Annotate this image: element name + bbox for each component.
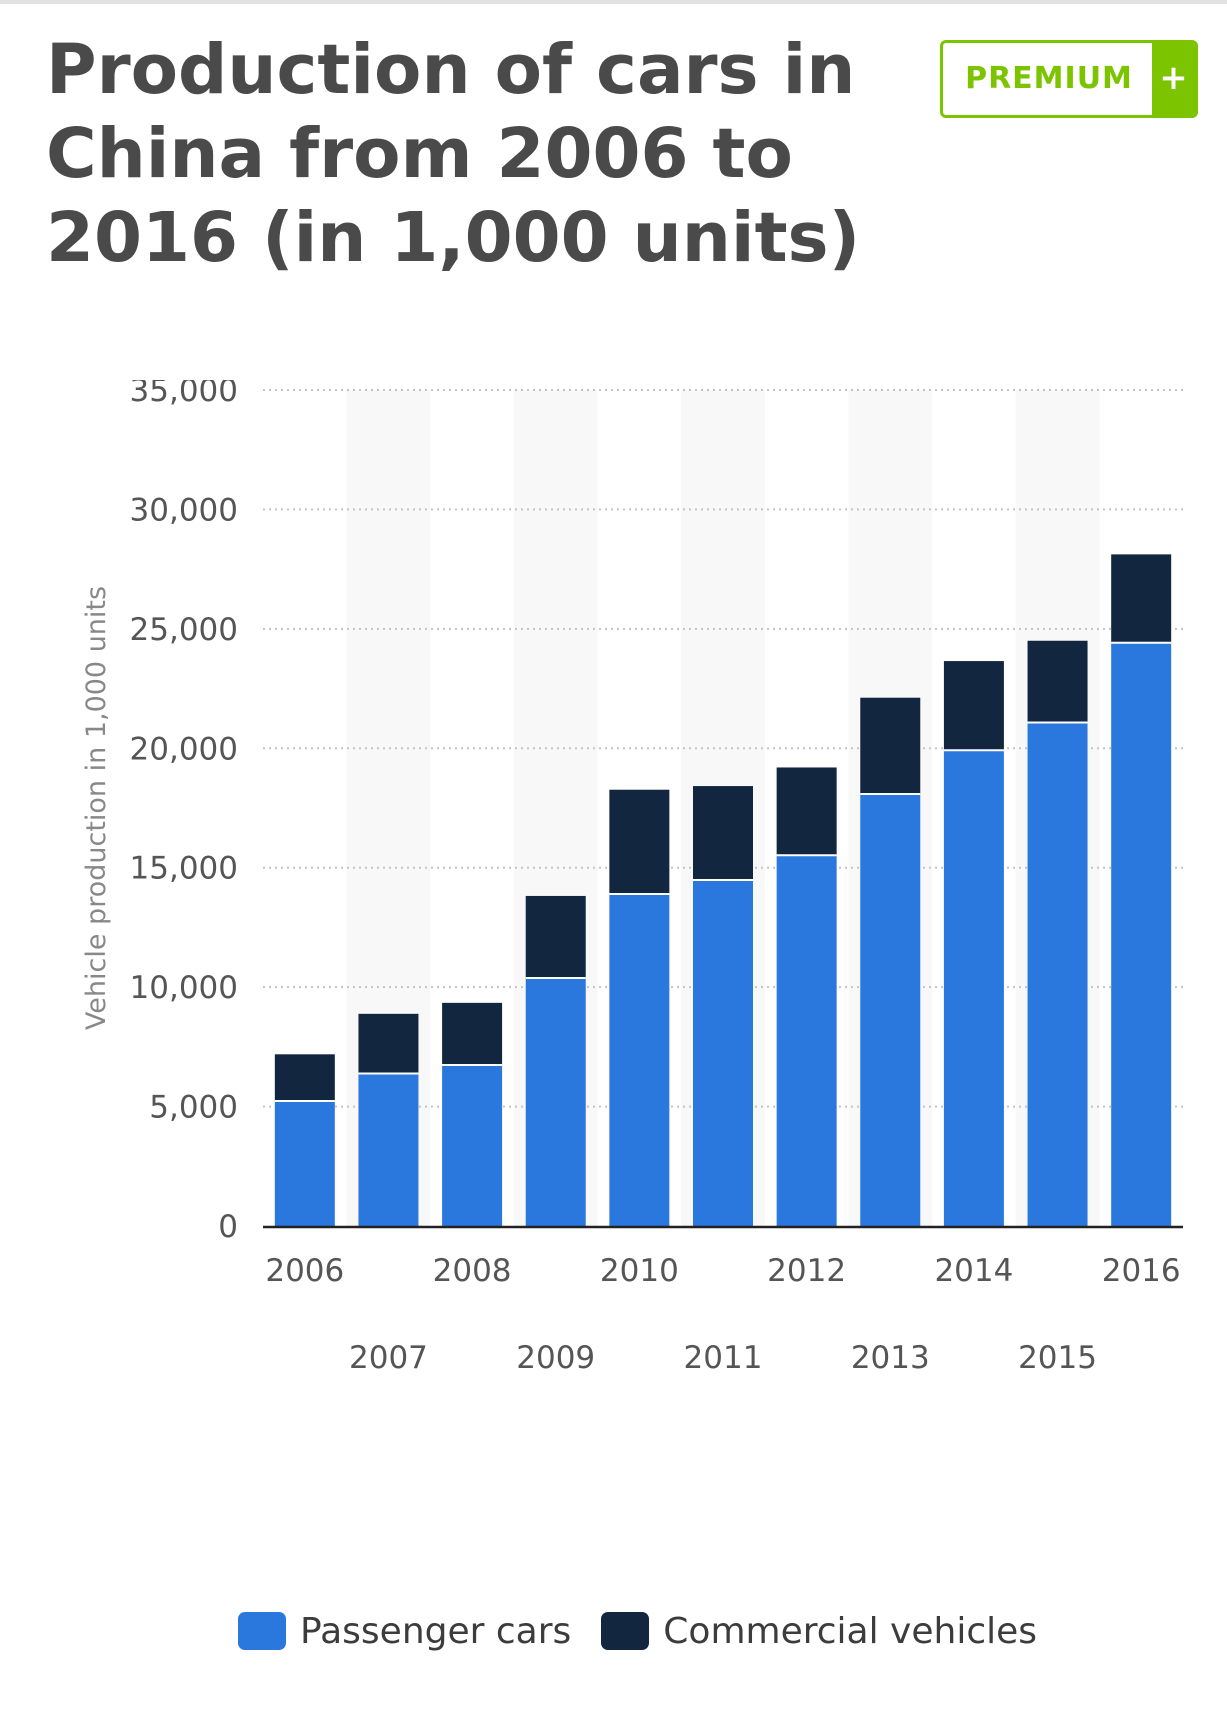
- bar-passenger-cars[interactable]: [358, 1073, 419, 1226]
- bar-passenger-cars[interactable]: [943, 750, 1004, 1226]
- x-tick-label: 2010: [600, 1253, 679, 1289]
- x-tick-label: 2006: [265, 1253, 344, 1289]
- bar-passenger-cars[interactable]: [274, 1100, 335, 1226]
- bar-commercial-vehicles[interactable]: [1111, 554, 1172, 643]
- chart-title: Production of cars in China from 2006 to…: [46, 30, 861, 278]
- y-tick-label: 0: [218, 1209, 238, 1245]
- bar-commercial-vehicles[interactable]: [943, 661, 1004, 751]
- bar-passenger-cars[interactable]: [442, 1065, 503, 1226]
- bar-commercial-vehicles[interactable]: [525, 895, 586, 978]
- y-tick-label: 25,000: [130, 612, 238, 648]
- bar-passenger-cars[interactable]: [525, 977, 586, 1226]
- bar-commercial-vehicles[interactable]: [274, 1054, 335, 1101]
- y-axis-ticks: 0 5,000 10,000 15,000 20,000 25,000 30,000 35,0…: [130, 380, 238, 1245]
- bar-passenger-cars[interactable]: [1027, 722, 1088, 1226]
- legend-label-commercial-vehicles: Commercial vehicles: [663, 1610, 1038, 1652]
- bar-passenger-cars[interactable]: [1111, 642, 1172, 1226]
- y-axis-label: Vehicle production in 1,000 units: [81, 586, 112, 1030]
- legend-item-commercial-vehicles[interactable]: Commercial vehicles: [601, 1611, 1037, 1652]
- legend-swatch-commercial-vehicles: [601, 1612, 650, 1650]
- x-tick-label: 2014: [934, 1253, 1013, 1289]
- x-tick-label: 2009: [516, 1340, 595, 1376]
- bar-passenger-cars[interactable]: [693, 880, 753, 1226]
- x-tick-label: 2007: [349, 1340, 428, 1376]
- bars: [274, 554, 1172, 1226]
- bar-commercial-vehicles[interactable]: [358, 1013, 419, 1074]
- bar-commercial-vehicles[interactable]: [1027, 640, 1088, 723]
- stacked-bar-chart: 0 5,000 10,000 15,000 20,000 25,000 30,000 35,0…: [81, 380, 1183, 1376]
- y-tick-label: 15,000: [130, 851, 238, 887]
- plus-icon: +: [1152, 43, 1195, 115]
- bar-commercial-vehicles[interactable]: [860, 697, 921, 795]
- legend-swatch-passenger-cars: [238, 1612, 286, 1650]
- y-tick-label: 30,000: [130, 492, 238, 528]
- premium-button[interactable]: PREMIUM +: [940, 40, 1198, 118]
- bar-commercial-vehicles[interactable]: [609, 789, 670, 895]
- bar-commercial-vehicles[interactable]: [442, 1002, 503, 1066]
- bar-passenger-cars[interactable]: [860, 794, 921, 1226]
- x-axis-ticks: 2006 2007 2008 2009 2010 2011 2012 2013 2014 2015…: [265, 1253, 1180, 1376]
- y-tick-label: 20,000: [130, 731, 238, 767]
- x-tick-label: 2016: [1102, 1253, 1181, 1289]
- x-tick-label: 2015: [1018, 1340, 1097, 1376]
- y-tick-label: 10,000: [130, 970, 238, 1006]
- legend-item-passenger-cars[interactable]: Passenger cars: [238, 1611, 571, 1652]
- x-tick-label: 2012: [767, 1253, 846, 1289]
- x-tick-label: 2011: [684, 1340, 763, 1376]
- top-divider: [0, 0, 1227, 4]
- x-tick-label: 2008: [433, 1253, 512, 1289]
- legend-label-passenger-cars: Passenger cars: [300, 1610, 572, 1652]
- y-tick-label: 35,000: [130, 380, 238, 409]
- x-tick-label: 2013: [851, 1340, 930, 1376]
- premium-button-label: PREMIUM: [965, 61, 1133, 96]
- bar-commercial-vehicles[interactable]: [776, 767, 837, 856]
- bar-passenger-cars[interactable]: [776, 855, 837, 1226]
- bar-passenger-cars[interactable]: [609, 894, 670, 1226]
- y-tick-label: 5,000: [149, 1090, 238, 1126]
- bar-commercial-vehicles[interactable]: [693, 786, 753, 881]
- legend: Passenger cars Commercial vehicles: [238, 1606, 1067, 1656]
